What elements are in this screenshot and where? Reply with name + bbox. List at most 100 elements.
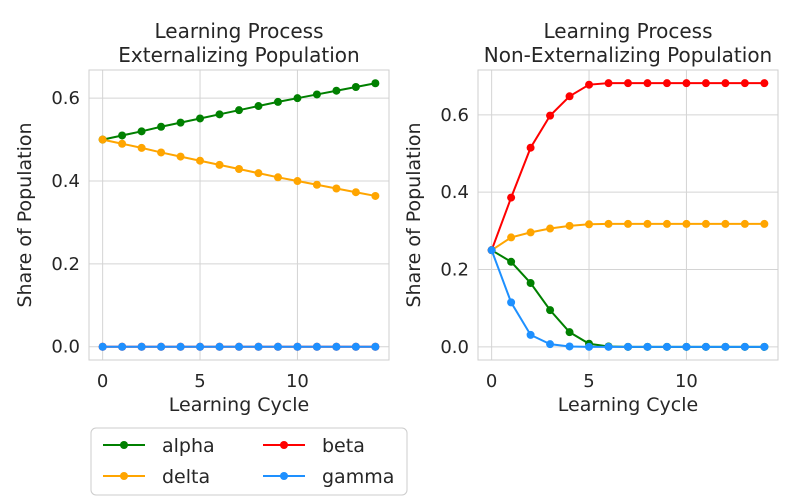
data-point-alpha xyxy=(565,328,574,337)
data-point-delta xyxy=(98,135,107,144)
data-point-alpha xyxy=(332,86,341,95)
data-point-alpha xyxy=(118,131,127,140)
data-point-gamma xyxy=(721,342,730,351)
data-point-alpha xyxy=(526,279,535,288)
data-point-alpha xyxy=(215,110,224,119)
data-point-alpha xyxy=(137,127,146,136)
x-tick-label: 0 xyxy=(486,371,497,392)
data-point-gamma xyxy=(760,342,769,351)
data-point-alpha xyxy=(351,82,360,91)
data-point-delta xyxy=(604,219,613,228)
x-tick-label: 5 xyxy=(583,371,594,392)
legend-marker-delta xyxy=(120,472,128,480)
legend-box xyxy=(90,427,408,496)
legend-marker-beta xyxy=(280,441,288,449)
y-tick-label: 0.0 xyxy=(51,337,80,358)
data-point-gamma xyxy=(254,342,263,351)
y-tick-label: 0.0 xyxy=(440,337,469,358)
legend-item-beta: beta xyxy=(263,435,365,457)
data-point-beta xyxy=(721,79,730,88)
chart-title-line-2: Externalizing Population xyxy=(118,43,359,67)
data-point-delta xyxy=(254,169,263,178)
data-point-beta xyxy=(701,79,710,88)
data-point-beta xyxy=(643,79,652,88)
legend-label-alpha: alpha xyxy=(162,435,215,457)
data-point-delta xyxy=(721,219,730,228)
data-point-delta xyxy=(312,180,321,189)
plot-frame xyxy=(88,69,390,361)
y-axis-label: Share of Population xyxy=(14,122,36,307)
y-tick-label: 0.6 xyxy=(440,105,469,126)
data-point-beta xyxy=(585,80,594,89)
legend-label-delta: delta xyxy=(162,466,210,488)
data-point-alpha xyxy=(254,102,263,111)
data-point-alpha xyxy=(371,79,380,88)
data-point-gamma xyxy=(293,342,302,351)
data-point-gamma xyxy=(98,342,107,351)
data-point-delta xyxy=(507,233,516,242)
data-point-beta xyxy=(662,79,671,88)
data-point-gamma xyxy=(526,330,535,339)
x-tick-label: 0 xyxy=(97,371,108,392)
chart-panel-1: 0 5 10 0.0 0.2 0.4 0.6 Learning ProcessExternal… xyxy=(14,19,390,416)
data-point-beta xyxy=(507,193,516,202)
x-tick-label: 10 xyxy=(675,371,698,392)
data-point-gamma xyxy=(624,342,632,351)
legend-label-gamma: gamma xyxy=(322,466,394,488)
data-point-delta xyxy=(118,139,127,148)
data-point-gamma xyxy=(701,342,710,351)
data-point-gamma xyxy=(118,342,127,351)
data-point-gamma xyxy=(682,342,691,351)
data-point-gamma xyxy=(215,342,224,351)
legend-marker-gamma xyxy=(280,472,288,480)
data-point-gamma xyxy=(371,342,380,351)
data-point-beta xyxy=(624,79,632,88)
x-axis-label: Learning Cycle xyxy=(558,394,698,416)
data-point-delta xyxy=(662,219,671,228)
data-point-beta xyxy=(682,79,691,88)
data-point-gamma xyxy=(565,342,574,351)
data-point-gamma xyxy=(740,342,749,351)
data-point-beta xyxy=(740,79,749,88)
data-point-gamma xyxy=(312,342,321,351)
data-point-gamma xyxy=(157,342,166,351)
data-point-gamma xyxy=(585,342,594,351)
data-point-delta xyxy=(176,152,185,161)
data-point-beta xyxy=(604,79,613,88)
data-point-delta xyxy=(157,148,166,157)
data-point-alpha xyxy=(507,257,516,266)
data-point-delta xyxy=(760,219,769,228)
data-point-delta xyxy=(643,219,652,228)
data-point-delta xyxy=(235,165,243,174)
data-point-gamma xyxy=(507,298,516,307)
data-point-delta xyxy=(565,221,574,230)
data-point-delta xyxy=(137,143,146,152)
data-point-beta xyxy=(526,143,535,152)
y-tick-label: 0.2 xyxy=(51,254,80,275)
legend-item-alpha: alpha xyxy=(103,435,215,457)
chart-title-line-1: Learning Process xyxy=(154,19,323,43)
data-point-delta xyxy=(351,188,360,197)
data-point-delta xyxy=(371,191,380,200)
legend-label-beta: beta xyxy=(322,435,365,457)
data-point-delta xyxy=(546,224,555,233)
data-point-gamma xyxy=(196,342,205,351)
legend-marker-alpha xyxy=(120,441,128,449)
plot-frame xyxy=(477,69,779,361)
y-axis-label: Share of Population xyxy=(403,122,425,307)
data-point-gamma xyxy=(351,342,360,351)
data-point-gamma xyxy=(137,342,146,351)
data-point-alpha xyxy=(235,106,243,115)
data-point-alpha xyxy=(546,306,555,315)
y-tick-label: 0.4 xyxy=(51,171,80,192)
data-point-gamma xyxy=(662,342,671,351)
x-axis-label: Learning Cycle xyxy=(169,394,309,416)
chart-title-line-2: Non-Externalizing Population xyxy=(484,43,773,67)
y-tick-label: 0.4 xyxy=(440,182,469,203)
data-point-delta xyxy=(526,228,535,237)
data-point-alpha xyxy=(196,114,205,123)
data-point-delta xyxy=(740,219,749,228)
data-point-beta xyxy=(546,111,555,120)
data-point-alpha xyxy=(157,122,166,131)
